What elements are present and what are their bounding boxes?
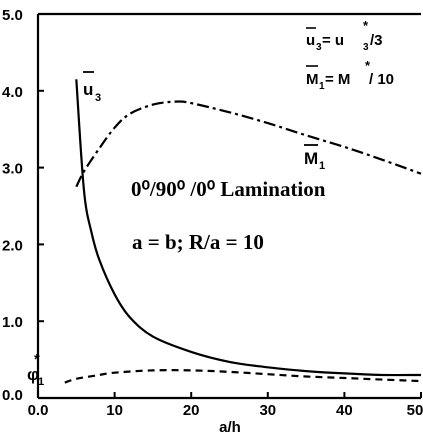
eq-u3-right: /3 — [370, 32, 383, 49]
y-tick-label: 4.0 — [2, 84, 23, 101]
equation-u3: u 3 = u * 3 /3 — [306, 18, 383, 53]
eq-u3-star: * — [363, 18, 369, 33]
ticks: 0.0 10 20 30 40 50 0.0 1.0 2.0 3.0 4.0 5.0 — [2, 7, 423, 419]
y-tick-label: 0.0 — [2, 387, 23, 404]
x-tick-label: 50 — [407, 402, 423, 419]
series-phi1-line — [64, 369, 422, 384]
label-u3-sub: 3 — [95, 92, 101, 104]
x-tick-label: 40 — [336, 402, 353, 419]
eq-u3-sub: 3 — [316, 42, 322, 53]
x-tick-label: 20 — [183, 402, 200, 419]
x-tick-label: 30 — [259, 402, 276, 419]
lamination-label: 0⁰/90⁰ /0⁰ Lamination — [131, 177, 326, 201]
eq-m1-mid: = M — [325, 71, 350, 88]
label-phi1: * φ 1 — [27, 351, 44, 388]
label-phi1-text: φ — [27, 365, 39, 384]
label-u3-text: u — [83, 80, 93, 99]
eq-m1-left: M — [306, 71, 319, 88]
x-tick-label: 0.0 — [28, 402, 49, 419]
series-m1-line — [75, 100, 422, 188]
label-m1-text: M — [304, 149, 318, 168]
x-axis-title: a/h — [219, 419, 241, 436]
eq-m1-right: / 10 — [369, 71, 394, 88]
y-tick-label: 2.0 — [2, 237, 23, 254]
label-phi1-star: * — [34, 351, 40, 368]
equation-m1: M 1 = M * / 10 — [306, 58, 394, 92]
plot-area — [36, 12, 421, 400]
label-m1-sub: 1 — [319, 160, 325, 172]
eq-u3-left: u — [306, 32, 315, 49]
eq-u3-mid: = u — [322, 32, 344, 49]
label-u3: u 3 — [83, 71, 101, 104]
y-tick-label: 3.0 — [2, 161, 23, 178]
geometry-label: a = b; R/a = 10 — [132, 230, 264, 254]
eq-u3-sub2: 3 — [363, 42, 369, 53]
x-tick-label: 10 — [106, 402, 123, 419]
series-group — [64, 79, 422, 384]
y-tick-label: 5.0 — [2, 7, 23, 24]
eq-m1-star: * — [365, 58, 371, 73]
label-m1: M 1 — [304, 144, 325, 172]
label-phi1-sub: 1 — [38, 376, 44, 388]
eq-m1-sub: 1 — [319, 81, 325, 92]
series-u3-line — [75, 79, 422, 377]
y-tick-label: 1.0 — [2, 314, 23, 331]
